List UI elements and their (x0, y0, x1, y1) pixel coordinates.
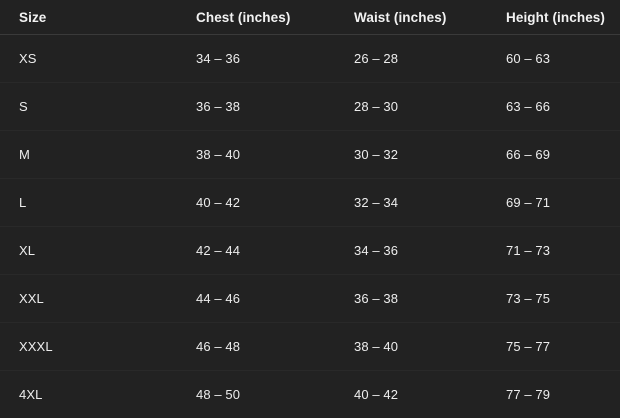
cell-chest: 48 – 50 (178, 371, 337, 418)
table-row: L 40 – 42 32 – 34 69 – 71 (0, 179, 620, 227)
cell-waist: 26 – 28 (337, 35, 488, 83)
cell-size: XL (0, 227, 178, 275)
cell-chest: 40 – 42 (178, 179, 337, 227)
cell-chest: 38 – 40 (178, 131, 337, 179)
cell-size: XS (0, 35, 178, 83)
cell-waist: 28 – 30 (337, 83, 488, 131)
table-row: XXL 44 – 46 36 – 38 73 – 75 (0, 275, 620, 323)
cell-waist: 38 – 40 (337, 323, 488, 371)
table-body: XS 34 – 36 26 – 28 60 – 63 S 36 – 38 28 … (0, 35, 620, 418)
cell-waist: 30 – 32 (337, 131, 488, 179)
table-row: XL 42 – 44 34 – 36 71 – 73 (0, 227, 620, 275)
table-header-row: Size Chest (inches) Waist (inches) Heigh… (0, 0, 620, 35)
cell-height: 77 – 79 (488, 371, 620, 418)
cell-chest: 36 – 38 (178, 83, 337, 131)
cell-waist: 34 – 36 (337, 227, 488, 275)
table-row: XS 34 – 36 26 – 28 60 – 63 (0, 35, 620, 83)
cell-height: 63 – 66 (488, 83, 620, 131)
table-row: M 38 – 40 30 – 32 66 – 69 (0, 131, 620, 179)
cell-height: 66 – 69 (488, 131, 620, 179)
cell-chest: 46 – 48 (178, 323, 337, 371)
cell-chest: 44 – 46 (178, 275, 337, 323)
cell-size: XXXL (0, 323, 178, 371)
column-header-waist: Waist (inches) (337, 0, 488, 35)
cell-height: 60 – 63 (488, 35, 620, 83)
cell-size: S (0, 83, 178, 131)
cell-waist: 32 – 34 (337, 179, 488, 227)
cell-waist: 40 – 42 (337, 371, 488, 418)
cell-chest: 42 – 44 (178, 227, 337, 275)
table-row: S 36 – 38 28 – 30 63 – 66 (0, 83, 620, 131)
cell-height: 69 – 71 (488, 179, 620, 227)
cell-size: M (0, 131, 178, 179)
table-row: XXXL 46 – 48 38 – 40 75 – 77 (0, 323, 620, 371)
cell-height: 71 – 73 (488, 227, 620, 275)
cell-size: L (0, 179, 178, 227)
cell-waist: 36 – 38 (337, 275, 488, 323)
cell-chest: 34 – 36 (178, 35, 337, 83)
column-header-chest: Chest (inches) (178, 0, 337, 35)
column-header-height: Height (inches) (488, 0, 620, 35)
cell-height: 73 – 75 (488, 275, 620, 323)
cell-height: 75 – 77 (488, 323, 620, 371)
table-row: 4XL 48 – 50 40 – 42 77 – 79 (0, 371, 620, 418)
cell-size: XXL (0, 275, 178, 323)
table-header: Size Chest (inches) Waist (inches) Heigh… (0, 0, 620, 35)
cell-size: 4XL (0, 371, 178, 418)
column-header-size: Size (0, 0, 178, 35)
